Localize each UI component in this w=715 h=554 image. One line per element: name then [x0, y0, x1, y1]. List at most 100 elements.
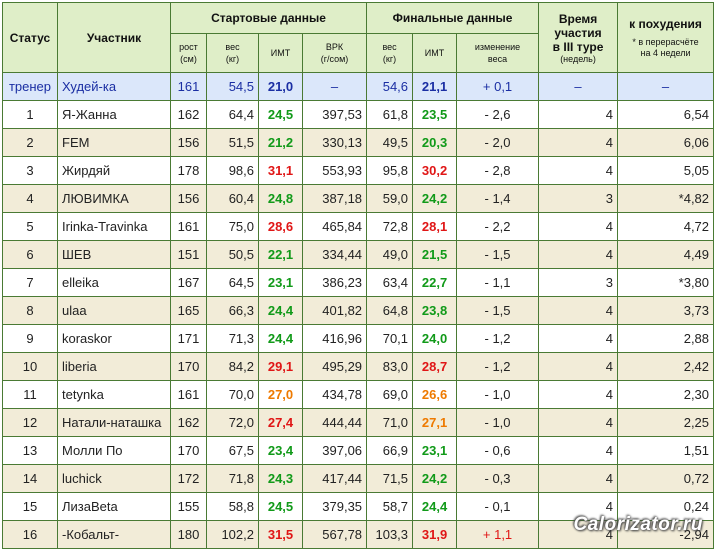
weeks: 4 — [538, 128, 619, 157]
k-note-1: * в перерасчёте — [632, 37, 699, 47]
bmi: 24,4 — [258, 296, 303, 325]
table-row: 12 Натали-наташка 162 72,0 27,4 444,44 71,0 27,… — [2, 408, 715, 437]
table-row: 16 -Кобальт- 180 102,2 31,5 567,78 103,3 31,9 + … — [2, 520, 715, 549]
height: 161 — [170, 212, 207, 241]
weight-change: - 0,1 — [456, 492, 540, 521]
vrk: 387,18 — [301, 184, 368, 213]
weeks: 3 — [538, 268, 619, 297]
final-weight: 64,8 — [366, 296, 414, 325]
k-value: *4,82 — [617, 184, 715, 213]
weight: 58,8 — [206, 492, 259, 521]
final-bmi: 31,9 — [412, 520, 458, 549]
weight-change: - 2,8 — [456, 156, 540, 185]
final-weight: 71,5 — [366, 464, 414, 493]
weight-change: - 1,5 — [456, 296, 540, 325]
weight-change: - 0,3 — [456, 464, 540, 493]
bmi: 28,6 — [258, 212, 303, 241]
coach-name: Худей-ка — [57, 72, 171, 101]
weight: 64,4 — [206, 100, 259, 129]
final-bmi: 24,0 — [412, 324, 458, 353]
weeks-unit: (недель) — [560, 53, 596, 64]
participant-name: ЛЮВИМКА — [57, 184, 171, 213]
participant-name: luchick — [57, 464, 171, 493]
k-value: 2,30 — [617, 380, 715, 409]
coach-weeks: – — [538, 72, 619, 101]
final-bmi: 23,5 — [412, 100, 458, 129]
weight-change: - 1,2 — [456, 324, 540, 353]
vrk: 334,44 — [301, 240, 368, 269]
row-number: 10 — [2, 352, 58, 381]
final-weight: 83,0 — [366, 352, 414, 381]
coach-bmi: 21,0 — [258, 72, 303, 101]
table-row: 2 FEM 156 51,5 21,2 330,13 49,5 20,3- 2,0 4 6,06 — [2, 128, 715, 157]
weight-change: - 1,2 — [456, 352, 540, 381]
height: 156 — [170, 128, 207, 157]
final-bmi: 28,7 — [412, 352, 458, 381]
weight: 67,5 — [206, 436, 259, 465]
height: 161 — [170, 380, 207, 409]
bmi: 31,1 — [258, 156, 303, 185]
k-value: 5,05 — [617, 156, 715, 185]
bmi: 22,1 — [258, 240, 303, 269]
row-number: 8 — [2, 296, 58, 325]
weight: 66,3 — [206, 296, 259, 325]
bmi: 24,5 — [258, 492, 303, 521]
vrk: 465,84 — [301, 212, 368, 241]
weight: 72,0 — [206, 408, 259, 437]
weight-change: - 2,2 — [456, 212, 540, 241]
table-row: 4 ЛЮВИМКА 156 60,4 24,8 387,18 59,0 24,2- 1,4 3 *… — [2, 184, 715, 213]
final-bmi: 26,6 — [412, 380, 458, 409]
group-header-final: Финальные данные — [366, 2, 540, 34]
col-header-participant: Участник — [57, 2, 171, 73]
final-weight: 103,3 — [366, 520, 414, 549]
table-row: 11 tetynka 161 70,0 27,0 434,78 69,0 26,6- 1,0 4… — [2, 380, 715, 409]
bmi: 24,3 — [258, 464, 303, 493]
final-bmi: 20,3 — [412, 128, 458, 157]
table-row: 14 luchick 172 71,8 24,3 417,44 71,5 24,2- 0,3 4… — [2, 464, 715, 493]
k-value: 0,24 — [617, 492, 715, 521]
k-value: 2,25 — [617, 408, 715, 437]
coach-change: + 0,1 — [456, 72, 540, 101]
final-weight: 70,1 — [366, 324, 414, 353]
row-number: 12 — [2, 408, 58, 437]
row-number: 14 — [2, 464, 58, 493]
weeks-label-3: в III туре — [552, 39, 604, 54]
weeks: 4 — [538, 408, 619, 437]
height: 170 — [170, 352, 207, 381]
col-header-final-bmi: ИМТ — [412, 33, 458, 73]
bmi: 31,5 — [258, 520, 303, 549]
weight-change: - 1,0 — [456, 408, 540, 437]
weight-change: + 1,1 — [456, 520, 540, 549]
height: 156 — [170, 184, 207, 213]
row-number: 9 — [2, 324, 58, 353]
weight: 50,5 — [206, 240, 259, 269]
col-header-status: Статус — [2, 2, 58, 73]
weight: 84,2 — [206, 352, 259, 381]
vrk: 417,44 — [301, 464, 368, 493]
weight: 70,0 — [206, 380, 259, 409]
k-note-2: на 4 недели — [640, 48, 691, 58]
participant-name: Irinka-Travinka — [57, 212, 171, 241]
weight: 71,8 — [206, 464, 259, 493]
col-header-final-weight: вес (кг) — [366, 33, 414, 73]
height: 155 — [170, 492, 207, 521]
weight: 60,4 — [206, 184, 259, 213]
participant-name: elleika — [57, 268, 171, 297]
coach-vrk: – — [301, 72, 368, 101]
weeks: 4 — [538, 520, 619, 549]
height: 171 — [170, 324, 207, 353]
final-bmi: 24,2 — [412, 184, 458, 213]
participant-name: Натали-наташка — [57, 408, 171, 437]
table-row: 7 elleika 167 64,5 23,1 386,23 63,4 22,7- 1,1 3 *… — [2, 268, 715, 297]
bmi: 21,2 — [258, 128, 303, 157]
final-weight: 95,8 — [366, 156, 414, 185]
vrk: 401,82 — [301, 296, 368, 325]
participant-name: liberia — [57, 352, 171, 381]
k-value: 4,49 — [617, 240, 715, 269]
final-bmi: 23,1 — [412, 436, 458, 465]
bmi: 27,0 — [258, 380, 303, 409]
coach-final-weight: 54,6 — [366, 72, 414, 101]
k-value: 3,73 — [617, 296, 715, 325]
k-label: к похудения — [629, 17, 702, 31]
